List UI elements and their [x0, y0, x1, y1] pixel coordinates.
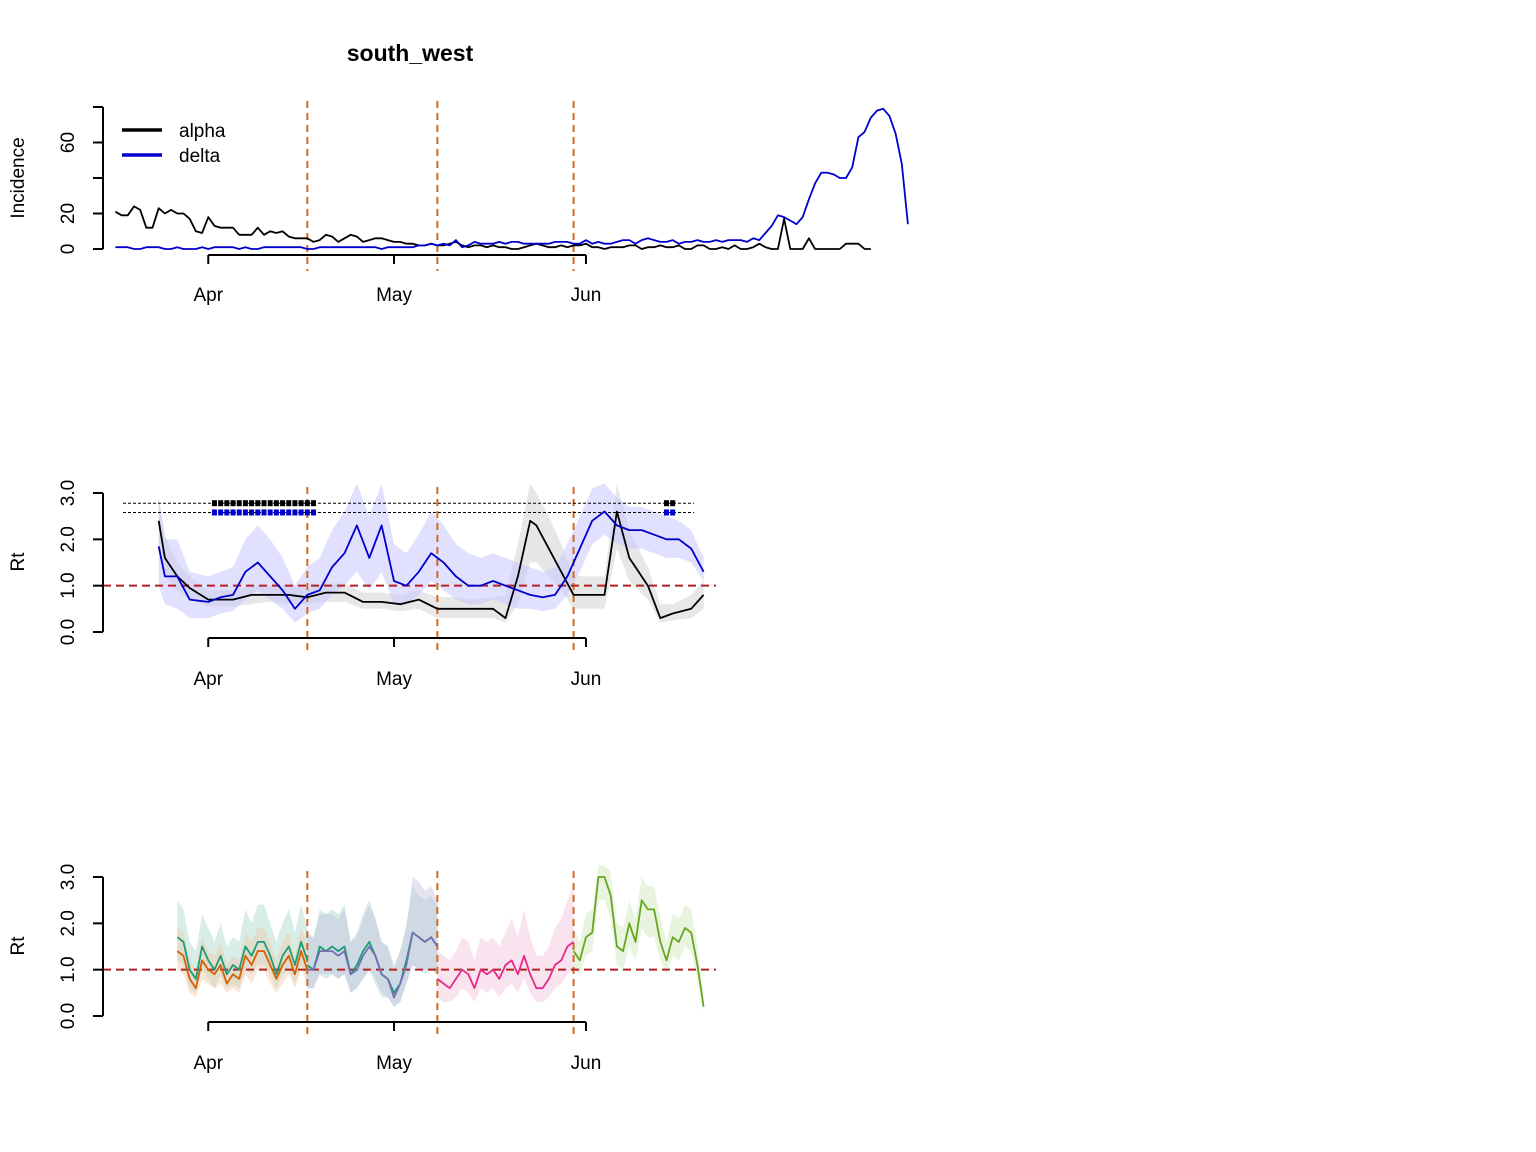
y-tick-label: 1.0 — [58, 572, 79, 598]
legend-label-delta: delta — [179, 146, 221, 167]
significance-mark-alpha — [311, 500, 317, 507]
significance-mark-delta — [298, 509, 304, 516]
y-tick-label: 2.0 — [58, 526, 79, 552]
incidence-y-axis-label: Incidence — [8, 137, 29, 218]
significance-mark-delta — [273, 509, 279, 516]
x-tick-label: May — [376, 285, 412, 306]
y-tick-label: 3.0 — [58, 480, 79, 506]
rt-variant-y-axis-label: Rt — [8, 552, 29, 572]
x-tick-label: Jun — [571, 669, 602, 690]
significance-mark-alpha — [273, 500, 279, 507]
rt-line-alpha — [157, 510, 705, 619]
rt-line-window-3 — [307, 931, 439, 999]
significance-mark-delta — [663, 509, 669, 516]
significance-mark-alpha — [304, 500, 310, 507]
significance-mark-alpha — [255, 500, 261, 507]
significance-mark-alpha — [211, 500, 217, 507]
y-tick-label: 0.0 — [58, 619, 79, 645]
significance-mark-delta — [292, 509, 298, 516]
rt-variant-panel: Rt Apr May Jun 0.0 1.0 2.0 3.0 — [8, 480, 716, 690]
significance-mark-alpha — [292, 500, 298, 507]
x-tick-label: Apr — [193, 1053, 223, 1074]
y-tick-label: 3.0 — [58, 864, 79, 890]
ci-band-window-4 — [437, 886, 574, 1003]
significance-mark-alpha — [261, 500, 267, 507]
significance-mark-alpha — [267, 500, 273, 507]
y-tick-label: 60 — [58, 132, 79, 153]
incidence-panel: Incidence Apr May Jun 0 20 60 — [8, 101, 909, 306]
y-tick-label: 1.0 — [58, 956, 79, 982]
x-tick-label: Apr — [193, 669, 223, 690]
significance-mark-alpha — [224, 500, 230, 507]
significance-mark-alpha — [218, 500, 224, 507]
significance-mark-delta — [286, 509, 292, 516]
rt-line-delta — [157, 510, 705, 610]
ci-band-window-5 — [573, 865, 704, 1012]
rt-line-window-1 — [176, 950, 309, 990]
significance-mark-alpha — [236, 500, 242, 507]
series-line-delta — [115, 107, 909, 250]
ci-band-window-2 — [307, 886, 438, 1007]
x-tick-label: Jun — [571, 285, 602, 306]
rt-window-y-axis-label: Rt — [8, 936, 29, 956]
figure-title: south_west — [347, 40, 474, 66]
significance-mark-delta — [224, 509, 230, 516]
y-tick-label: 0.0 — [58, 1003, 79, 1029]
significance-mark-delta — [304, 509, 310, 516]
significance-mark-delta — [218, 509, 224, 516]
ci-band-window-1 — [177, 928, 308, 998]
significance-mark-alpha — [298, 500, 304, 507]
ci-band-window-3 — [307, 877, 438, 1007]
significance-mark-alpha — [663, 500, 669, 507]
significance-mark-delta — [242, 509, 248, 516]
y-tick-label: 2.0 — [58, 910, 79, 936]
rt-line-window-5 — [572, 876, 705, 1007]
y-tick-label: 20 — [58, 203, 79, 224]
x-tick-label: May — [376, 669, 412, 690]
significance-mark-delta — [670, 509, 676, 516]
x-tick-label: Apr — [193, 285, 223, 306]
significance-mark-alpha — [249, 500, 255, 507]
series-line-alpha — [114, 205, 871, 250]
x-tick-label: Jun — [571, 1053, 602, 1074]
significance-mark-delta — [261, 509, 267, 516]
significance-mark-delta — [249, 509, 255, 516]
incidence-legend: alpha delta — [122, 121, 226, 167]
significance-mark-alpha — [280, 500, 286, 507]
significance-mark-alpha — [670, 500, 676, 507]
legend-label-alpha: alpha — [179, 121, 226, 142]
x-tick-label: May — [376, 1053, 412, 1074]
rt-window-panel: Rt Apr May Jun 0.0 1.0 2.0 3.0 — [8, 864, 716, 1074]
significance-mark-delta — [255, 509, 261, 516]
rt-line-window-4 — [436, 941, 575, 990]
significance-mark-alpha — [230, 500, 236, 507]
rt-line-window-0 — [176, 936, 309, 980]
significance-mark-delta — [230, 509, 236, 516]
significance-mark-alpha — [286, 500, 292, 507]
significance-mark-delta — [236, 509, 242, 516]
significance-mark-delta — [280, 509, 286, 516]
y-tick-label: 0 — [58, 244, 79, 255]
significance-mark-delta — [211, 509, 217, 516]
significance-mark-delta — [311, 509, 317, 516]
significance-mark-delta — [267, 509, 273, 516]
significance-mark-alpha — [242, 500, 248, 507]
